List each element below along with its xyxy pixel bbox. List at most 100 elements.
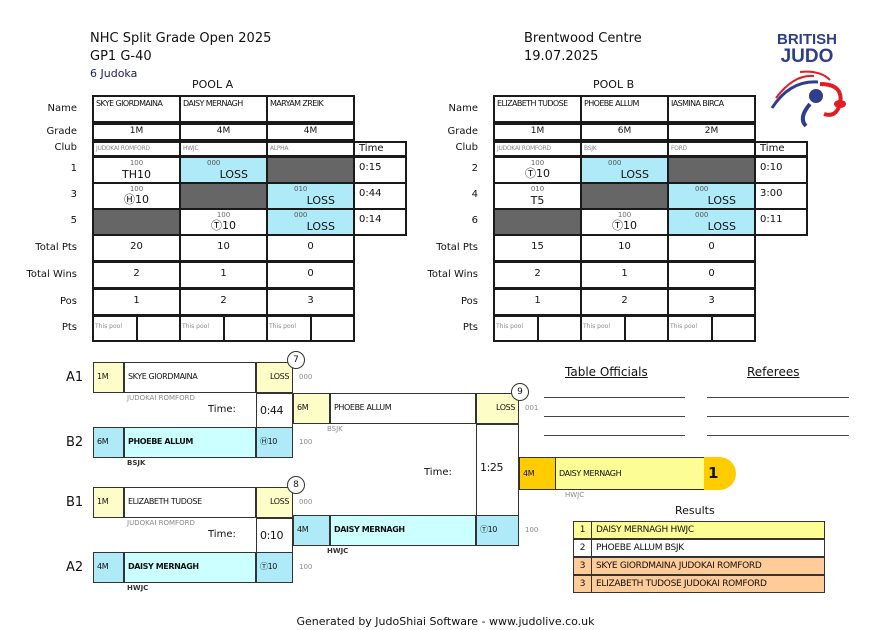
- match-cell-win: 100 TH10: [92, 156, 181, 184]
- total-wins: 1: [580, 261, 669, 289]
- competitor-score: LOSS: [256, 487, 293, 518]
- judoka-count: 6 Judoka: [90, 67, 138, 80]
- position: 1: [493, 288, 582, 316]
- competitor-grade: 4M: [293, 515, 330, 546]
- final-time-box: 1:25: [476, 424, 519, 516]
- match-time: 0:44: [353, 182, 407, 210]
- score: LOSS: [707, 194, 736, 207]
- match-time: 0:44: [256, 393, 293, 428]
- seed-label: A1: [66, 370, 84, 385]
- score-code: 100: [525, 526, 539, 534]
- result-name: PHOEBE ALLUM BSJK: [596, 543, 684, 553]
- competitor-score: LOSS: [256, 362, 293, 393]
- result-place: 3: [574, 558, 592, 574]
- match-time: 0:10: [256, 518, 293, 553]
- match-cell-empty: [179, 182, 268, 210]
- score-code: 000: [299, 498, 313, 506]
- pool-points-extra: [223, 315, 268, 342]
- competitor-name: DAISY MERNAGH: [330, 515, 476, 546]
- score-code: 100: [129, 159, 144, 167]
- total-points: 20: [92, 234, 181, 262]
- competitor-score: Ⓣ10: [476, 515, 519, 546]
- total-wins: 2: [92, 261, 181, 289]
- this-pool-points: This pool: [179, 315, 225, 342]
- results-heading: Results: [675, 504, 715, 517]
- competitor-name: SKYE GIORDMAINA: [124, 362, 256, 393]
- match-number: 9: [511, 383, 529, 401]
- match-cell-empty: [266, 156, 355, 184]
- pool-title: POOL A: [192, 78, 234, 91]
- player-name: SKYE GIORDMAINA: [92, 95, 181, 123]
- match-number: 7: [287, 351, 305, 369]
- result-place: 2: [574, 540, 592, 556]
- row-label: Total Wins: [26, 269, 77, 280]
- match-cell-win: 100 Ⓗ10: [92, 182, 181, 210]
- result-name: SKYE GIORDMAINA JUDOKAI ROMFORD: [596, 561, 762, 571]
- pool-title: POOL B: [593, 78, 635, 91]
- score-code: 000: [695, 211, 709, 219]
- match-cell-win: 100 Ⓣ10: [179, 208, 268, 236]
- row-label: 6: [471, 215, 478, 226]
- winner-club: HWJC: [565, 491, 585, 499]
- position: 3: [266, 288, 355, 316]
- row-label: 1: [70, 163, 77, 174]
- seed-label: A2: [66, 560, 84, 575]
- this-pool-points: This pool: [667, 315, 713, 342]
- winner-grade: 4M: [519, 457, 556, 490]
- judoka-swoosh-icon: [770, 70, 846, 128]
- seed-label: B1: [66, 495, 84, 510]
- competitor-score: LOSS: [476, 393, 519, 424]
- competitor-grade: 4M: [93, 552, 124, 583]
- british-judo-logo: BRITISH JUDO: [770, 32, 850, 132]
- match-cell-loss: 000 LOSS: [266, 208, 355, 236]
- row-label: 4: [471, 189, 478, 200]
- position: 3: [667, 288, 756, 316]
- match-cell-loss: 000 LOSS: [667, 208, 756, 236]
- time-label: Time:: [208, 529, 236, 540]
- match-time: 0:10: [754, 156, 808, 184]
- row-label: Total Pts: [436, 242, 478, 253]
- player-grade: 6M: [580, 123, 669, 141]
- match-cell-empty: [92, 208, 181, 236]
- match-cell-empty: [580, 182, 669, 210]
- score-code: 000: [294, 211, 308, 219]
- total-points: 10: [580, 234, 669, 262]
- competitor-club: HWJC: [127, 584, 149, 592]
- row-label: Club: [455, 142, 478, 153]
- this-pool-points: This pool: [580, 315, 626, 342]
- competitor-score: Ⓣ10: [256, 552, 293, 583]
- result-row: 1 DAISY MERNAGH HWJC: [573, 521, 825, 539]
- row-label: Total Wins: [427, 269, 478, 280]
- row-label: Pos: [59, 296, 77, 307]
- match-cell-win: 100 Ⓣ10: [493, 156, 582, 184]
- competitor-club: HWJC: [327, 547, 349, 555]
- result-place: 1: [574, 522, 592, 538]
- score-code: 000: [695, 185, 709, 193]
- row-label: 2: [471, 163, 478, 174]
- player-club: ALPHA: [266, 141, 355, 157]
- score: T5: [530, 194, 545, 207]
- player-grade: 1M: [92, 123, 181, 141]
- match-cell-loss: 000 LOSS: [580, 156, 669, 184]
- match-cell-win: 100 Ⓣ10: [580, 208, 669, 236]
- score: LOSS: [707, 220, 736, 233]
- result-name: ELIZABETH TUDOSE JUDOKAI ROMFORD: [596, 579, 767, 589]
- winner-place-badge: 1: [704, 457, 736, 490]
- referee-line: [707, 397, 849, 398]
- category: GP1 G-40: [90, 49, 152, 64]
- competitor-club: JUDOKAI ROMFORD: [127, 519, 195, 527]
- official-line: [544, 435, 685, 436]
- seed-label: B2: [66, 435, 84, 450]
- referees-heading: Referees: [747, 365, 800, 379]
- competitor-score: Ⓗ10: [256, 427, 293, 458]
- score: Ⓗ10: [124, 193, 149, 206]
- match-time: 0:11: [754, 208, 808, 236]
- player-grade: 4M: [266, 123, 355, 141]
- row-label: Club: [54, 142, 77, 153]
- pool-points-extra: [310, 315, 355, 342]
- match-number: 8: [287, 476, 305, 494]
- row-label: Name: [448, 103, 478, 114]
- winner-name: DAISY MERNAGH: [555, 457, 705, 490]
- score: LOSS: [219, 168, 248, 181]
- competitor-name: ELIZABETH TUDOSE: [124, 487, 256, 518]
